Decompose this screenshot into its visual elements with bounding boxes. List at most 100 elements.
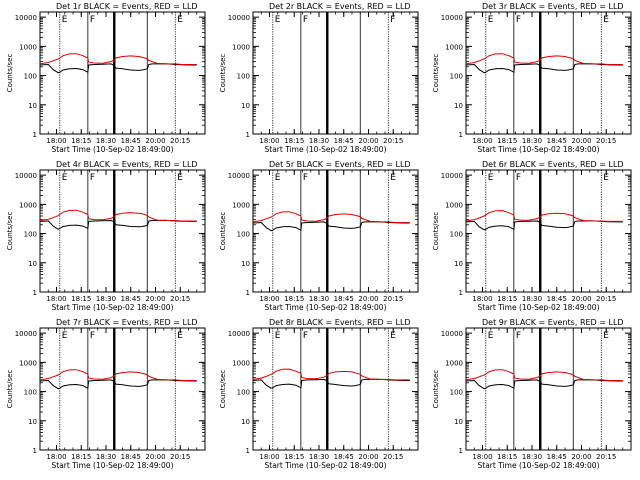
marker-label: E bbox=[390, 331, 396, 341]
panel-title: Det 4r BLACK = Events, RED = LLD bbox=[56, 160, 198, 169]
panel-6: E F E 1 10 100 1000 10000 18:00 18:15 18:30 18:45 20… bbox=[432, 160, 632, 312]
y-tick-label: 1 bbox=[459, 447, 463, 455]
plot-frame bbox=[465, 11, 632, 135]
marker-label: E bbox=[488, 173, 494, 183]
marker-label: F bbox=[303, 173, 308, 183]
panel-title: Det 2r BLACK = Events, RED = LLD bbox=[269, 2, 411, 11]
y-axis-label: Counts/sec bbox=[6, 212, 14, 251]
panel-title: Det 6r BLACK = Events, RED = LLD bbox=[482, 160, 624, 169]
x-tick-label: 18:15 bbox=[284, 137, 304, 145]
x-tick-label: 20:00 bbox=[571, 453, 591, 461]
x-tick-label: 18:45 bbox=[121, 137, 141, 145]
x-axis-label: Start Time (10-Sep-02 18:49:00) bbox=[478, 145, 600, 154]
x-tick-label: 18:45 bbox=[334, 295, 354, 303]
panel-7: E F E 1 10 100 1000 10000 18:00 18:15 18:30 18:45 20… bbox=[6, 318, 206, 470]
y-axis-label: Counts/sec bbox=[432, 54, 440, 93]
events-series-line bbox=[465, 220, 623, 231]
plot-frame bbox=[465, 169, 632, 293]
panel-title: Det 9r BLACK = Events, RED = LLD bbox=[482, 318, 624, 327]
marker-label: E bbox=[177, 15, 183, 25]
x-tick-label: 20:15 bbox=[170, 295, 190, 303]
y-tick-label: 1 bbox=[33, 131, 37, 139]
x-tick-label: 18:00 bbox=[46, 453, 66, 461]
y-axis-label: Counts/sec bbox=[6, 54, 14, 93]
y-tick-label: 1000 bbox=[445, 43, 463, 51]
x-tick-label: 20:15 bbox=[383, 295, 403, 303]
y-tick-label: 10 bbox=[241, 102, 250, 110]
x-tick-label: 20:15 bbox=[596, 295, 616, 303]
y-axis-label: Counts/sec bbox=[219, 370, 227, 409]
y-tick-label: 1 bbox=[33, 447, 37, 455]
x-tick-label: 20:00 bbox=[571, 137, 591, 145]
lld-series-line bbox=[465, 53, 623, 65]
x-axis-label: Start Time (10-Sep-02 18:49:00) bbox=[52, 461, 174, 470]
y-tick-label: 10000 bbox=[228, 14, 250, 22]
y-axis-label: Counts/sec bbox=[6, 370, 14, 409]
y-tick-label: 10000 bbox=[228, 330, 250, 338]
x-tick-label: 20:00 bbox=[145, 137, 165, 145]
marker-label: E bbox=[488, 331, 494, 341]
x-axis-label: Start Time (10-Sep-02 18:49:00) bbox=[52, 145, 174, 154]
lld-series-line bbox=[465, 369, 623, 381]
x-tick-label: 18:30 bbox=[96, 295, 116, 303]
y-tick-label: 1000 bbox=[19, 359, 37, 367]
lld-series-line bbox=[39, 53, 197, 65]
panel-2: E F F 1 10 100 1000 10000 18:00 18:15 18:30 18:45 20… bbox=[219, 2, 419, 154]
panel-9: E F E 1 10 100 1000 10000 18:00 18:15 18:30 18:45 20… bbox=[432, 318, 632, 470]
y-axis-label: Counts/sec bbox=[432, 370, 440, 409]
x-axis-label: Start Time (10-Sep-02 18:49:00) bbox=[478, 461, 600, 470]
y-tick-label: 10 bbox=[28, 418, 37, 426]
marker-label: E bbox=[488, 15, 494, 25]
y-tick-label: 10000 bbox=[441, 14, 463, 22]
y-tick-label: 1000 bbox=[445, 201, 463, 209]
lld-series-line bbox=[252, 368, 410, 381]
y-tick-label: 100 bbox=[450, 73, 463, 81]
x-tick-label: 18:15 bbox=[71, 295, 91, 303]
x-tick-label: 18:30 bbox=[309, 137, 329, 145]
y-tick-label: 10 bbox=[454, 102, 463, 110]
y-tick-label: 1000 bbox=[445, 359, 463, 367]
y-tick-label: 1000 bbox=[19, 201, 37, 209]
x-tick-label: 18:45 bbox=[121, 295, 141, 303]
y-tick-label: 100 bbox=[237, 231, 250, 239]
y-tick-label: 1000 bbox=[232, 201, 250, 209]
x-tick-label: 20:15 bbox=[383, 453, 403, 461]
y-tick-label: 100 bbox=[237, 389, 250, 397]
y-tick-label: 100 bbox=[450, 389, 463, 397]
x-tick-label: 20:00 bbox=[571, 295, 591, 303]
x-tick-label: 18:45 bbox=[547, 453, 567, 461]
y-tick-label: 1 bbox=[246, 131, 250, 139]
y-tick-label: 10000 bbox=[15, 172, 37, 180]
plot-frame bbox=[39, 327, 206, 451]
plot-frame bbox=[465, 327, 632, 451]
x-tick-label: 18:00 bbox=[46, 137, 66, 145]
marker-label: E bbox=[603, 15, 609, 25]
y-tick-label: 1000 bbox=[232, 359, 250, 367]
y-tick-label: 10000 bbox=[15, 14, 37, 22]
x-tick-label: 18:45 bbox=[547, 137, 567, 145]
panel-title: Det 1r BLACK = Events, RED = LLD bbox=[56, 2, 198, 11]
marker-label: F bbox=[303, 331, 308, 341]
panel-title: Det 8r BLACK = Events, RED = LLD bbox=[269, 318, 411, 327]
x-tick-label: 20:00 bbox=[358, 453, 378, 461]
marker-label: E bbox=[275, 15, 281, 25]
plot-frame bbox=[252, 327, 419, 451]
y-tick-label: 10000 bbox=[441, 172, 463, 180]
y-tick-label: 1 bbox=[459, 131, 463, 139]
x-tick-label: 18:15 bbox=[497, 137, 517, 145]
x-axis-label: Start Time (10-Sep-02 18:49:00) bbox=[265, 145, 387, 154]
x-tick-label: 20:15 bbox=[596, 453, 616, 461]
lld-series-line bbox=[252, 211, 410, 223]
x-tick-label: 18:15 bbox=[497, 295, 517, 303]
y-tick-label: 1 bbox=[459, 289, 463, 297]
y-tick-label: 100 bbox=[237, 73, 250, 81]
y-tick-label: 1000 bbox=[232, 43, 250, 51]
panel-title: Det 3r BLACK = Events, RED = LLD bbox=[482, 2, 624, 11]
x-axis-label: Start Time (10-Sep-02 18:49:00) bbox=[265, 461, 387, 470]
x-tick-label: 20:00 bbox=[145, 295, 165, 303]
marker-label: F bbox=[516, 331, 521, 341]
y-tick-label: 10 bbox=[28, 260, 37, 268]
marker-label: E bbox=[62, 331, 68, 341]
plot-frame bbox=[252, 11, 419, 135]
